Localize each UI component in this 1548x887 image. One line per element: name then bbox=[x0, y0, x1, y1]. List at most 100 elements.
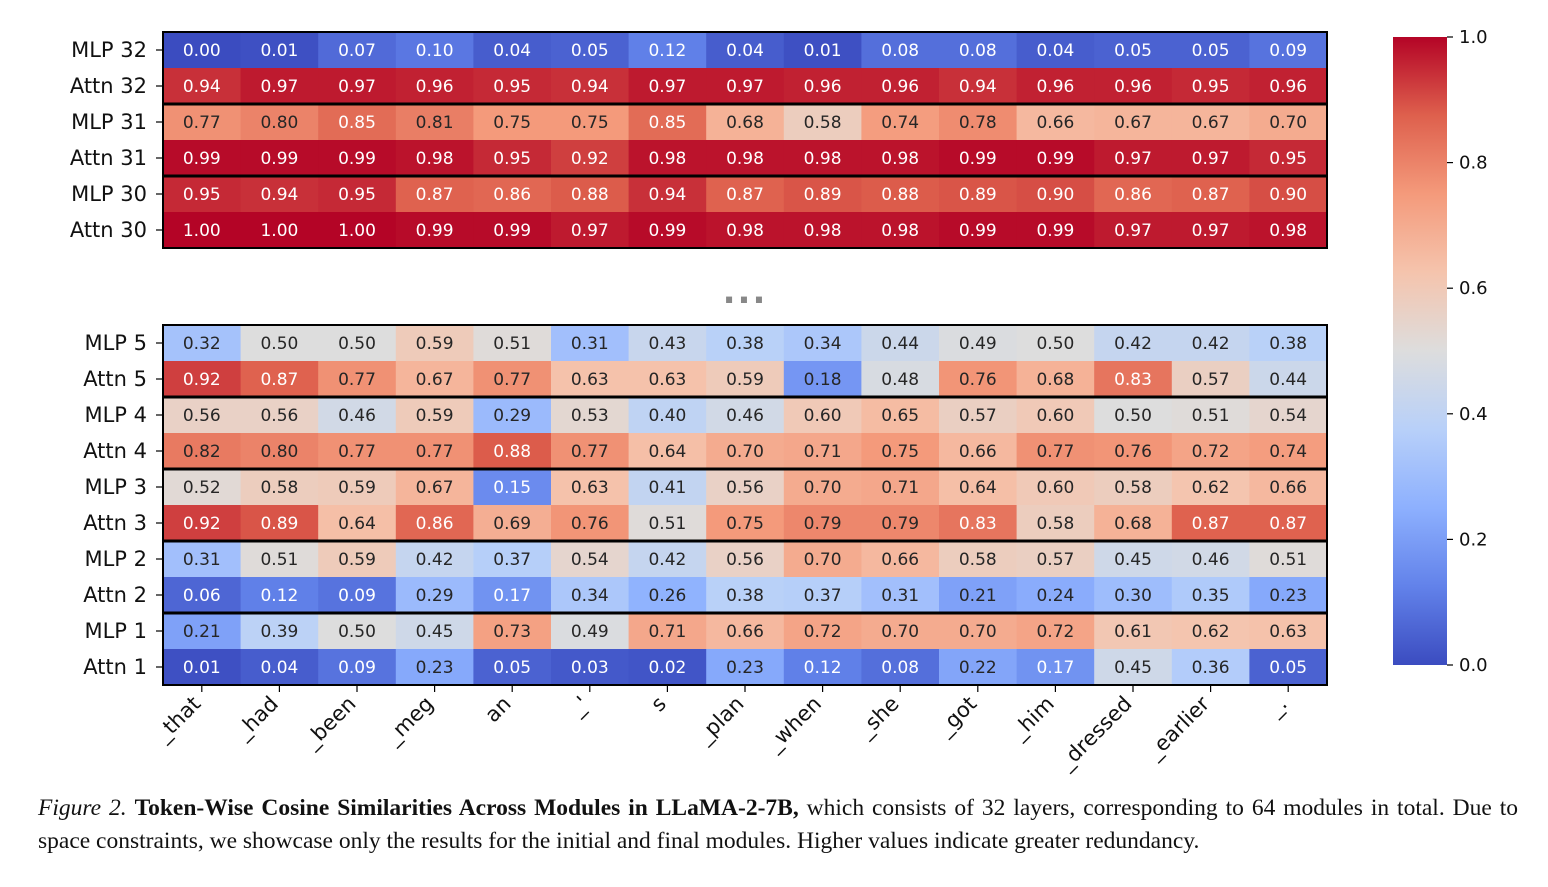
heatmap-cell bbox=[163, 649, 242, 686]
heatmap-cell bbox=[240, 361, 319, 398]
cell-value: 0.83 bbox=[1114, 370, 1152, 390]
cell-value: 0.31 bbox=[183, 550, 221, 570]
heatmap-cell bbox=[706, 397, 785, 434]
heatmap-cell bbox=[939, 68, 1018, 105]
cell-value: 0.51 bbox=[493, 334, 531, 354]
cell-value: 0.98 bbox=[648, 149, 686, 169]
heatmap-cell bbox=[240, 140, 319, 177]
cell-value: 0.44 bbox=[881, 334, 919, 354]
heatmap-cell bbox=[318, 104, 397, 141]
heatmap-cell bbox=[240, 577, 319, 614]
cell-value: 0.59 bbox=[726, 370, 764, 390]
heatmap-cell bbox=[939, 577, 1018, 614]
cell-value: 0.99 bbox=[493, 221, 531, 241]
heatmap-cell bbox=[1171, 649, 1250, 686]
heatmap-cell bbox=[318, 140, 397, 177]
heatmap-cell bbox=[861, 32, 940, 69]
heatmap-cell bbox=[939, 541, 1018, 578]
heatmap-cell bbox=[1171, 325, 1250, 362]
heatmap-cell bbox=[1094, 176, 1173, 213]
cell-value: 0.71 bbox=[648, 622, 686, 642]
heatmap-cell bbox=[318, 32, 397, 69]
heatmap-cell bbox=[783, 577, 862, 614]
cell-value: 0.71 bbox=[881, 478, 919, 498]
heatmap-cell bbox=[473, 176, 552, 213]
cell-value: 0.68 bbox=[1036, 370, 1074, 390]
heatmap-cell bbox=[628, 541, 707, 578]
cell-value: 0.51 bbox=[260, 550, 298, 570]
heatmap-cell bbox=[939, 361, 1018, 398]
cell-value: 0.83 bbox=[959, 514, 997, 534]
cell-value: 0.70 bbox=[726, 442, 764, 462]
heatmap-cell bbox=[1249, 577, 1328, 614]
cell-value: 0.12 bbox=[648, 41, 686, 61]
cell-value: 0.62 bbox=[1192, 622, 1230, 642]
cell-value: 0.77 bbox=[416, 442, 454, 462]
row-label: Attn 1 bbox=[83, 655, 147, 679]
cell-value: 0.98 bbox=[1269, 221, 1307, 241]
cell-value: 0.50 bbox=[338, 334, 376, 354]
cell-value: 0.70 bbox=[804, 550, 842, 570]
heatmap-cell bbox=[163, 361, 242, 398]
heatmap-cell bbox=[706, 469, 785, 506]
heatmap-cell bbox=[240, 325, 319, 362]
cell-value: 0.77 bbox=[338, 442, 376, 462]
col-label: _. bbox=[1262, 692, 1293, 723]
row-label: MLP 32 bbox=[71, 38, 147, 62]
heatmap-cell bbox=[163, 140, 242, 177]
heatmap-cell bbox=[1249, 505, 1328, 542]
cell-value: 0.97 bbox=[260, 77, 298, 97]
heatmap-cell bbox=[395, 433, 474, 470]
cell-value: 0.50 bbox=[338, 622, 376, 642]
row-label: Attn 4 bbox=[83, 439, 147, 463]
col-label: s bbox=[646, 692, 671, 717]
cell-value: 0.73 bbox=[493, 622, 531, 642]
cell-value: 0.99 bbox=[1036, 221, 1074, 241]
cell-value: 0.90 bbox=[1269, 185, 1307, 205]
heatmap-cell bbox=[1016, 212, 1095, 249]
heatmap-cell bbox=[628, 32, 707, 69]
cell-value: 0.96 bbox=[804, 77, 842, 97]
cell-value: 0.23 bbox=[416, 658, 454, 678]
cell-value: 0.30 bbox=[1114, 586, 1152, 606]
heatmap-cell bbox=[1016, 325, 1095, 362]
heatmap-cell bbox=[240, 68, 319, 105]
col-label: _that bbox=[150, 692, 206, 748]
heatmap-cell bbox=[1171, 397, 1250, 434]
heatmap-cell bbox=[1094, 577, 1173, 614]
colorbar-tick-label: 1.0 bbox=[1459, 27, 1488, 48]
heatmap-cell bbox=[395, 505, 474, 542]
heatmap-cell bbox=[939, 325, 1018, 362]
heatmap-cell bbox=[240, 505, 319, 542]
cell-value: 0.70 bbox=[804, 478, 842, 498]
cell-value: 0.23 bbox=[1269, 586, 1307, 606]
heatmap-cell bbox=[1094, 104, 1173, 141]
heatmap-cell bbox=[1249, 176, 1328, 213]
heatmap-cell bbox=[240, 176, 319, 213]
cell-value: 0.08 bbox=[959, 41, 997, 61]
heatmap-cell bbox=[1249, 433, 1328, 470]
heatmap-cell bbox=[628, 104, 707, 141]
heatmap-cell bbox=[1094, 212, 1173, 249]
heatmap-cell bbox=[706, 176, 785, 213]
colorbar-gradient bbox=[1393, 37, 1447, 665]
heatmap-cell bbox=[1094, 433, 1173, 470]
heatmap-cell bbox=[473, 469, 552, 506]
cell-value: 0.92 bbox=[183, 514, 221, 534]
cell-value: 0.98 bbox=[881, 221, 919, 241]
cell-value: 0.63 bbox=[571, 478, 609, 498]
cell-value: 0.58 bbox=[1114, 478, 1152, 498]
cell-value: 0.66 bbox=[959, 442, 997, 462]
cell-value: 0.54 bbox=[1269, 406, 1307, 426]
heatmap-cell bbox=[1016, 140, 1095, 177]
cell-value: 0.97 bbox=[571, 221, 609, 241]
row-label: MLP 31 bbox=[71, 110, 147, 134]
heatmap-cell bbox=[551, 140, 630, 177]
cell-value: 0.97 bbox=[338, 77, 376, 97]
cell-value: 0.85 bbox=[648, 113, 686, 133]
heatmap-cell bbox=[1094, 541, 1173, 578]
heatmap-cell bbox=[628, 397, 707, 434]
heatmap-cell bbox=[706, 32, 785, 69]
heatmap-cell bbox=[395, 212, 474, 249]
cell-value: 0.70 bbox=[1269, 113, 1307, 133]
